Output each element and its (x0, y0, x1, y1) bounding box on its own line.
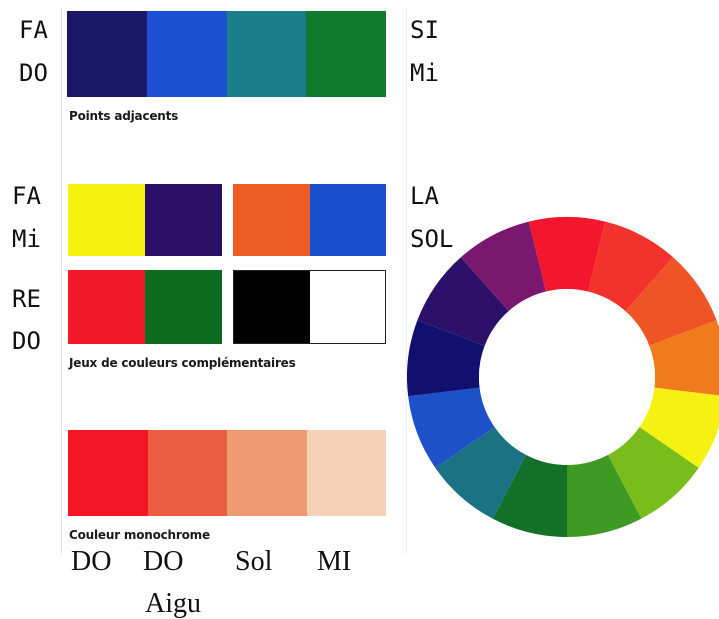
complementary-pair-4-swatch-b (309, 271, 385, 343)
color-wheel-segment-7 (567, 454, 642, 537)
adjacent-caption: Points adjacents (69, 109, 179, 123)
color-wheel-segment-11 (407, 320, 485, 397)
color-wheel-segment-5 (639, 387, 719, 468)
left-note-2a: FA (12, 182, 41, 210)
adjacent-swatch-4 (306, 11, 386, 97)
complementary-pair-4 (233, 270, 386, 344)
color-wheel-center (479, 289, 655, 465)
left-note-1b: DO (19, 59, 48, 87)
complementary-caption: Jeux de couleurs complémentaires (69, 356, 296, 370)
monochrome-swatch-1 (68, 430, 148, 516)
color-wheel-segment-12 (417, 257, 509, 346)
color-wheel-segment-8 (492, 454, 567, 537)
color-wheel-segment-3 (625, 257, 717, 346)
right-note-2a: LA (410, 182, 439, 210)
color-wheel-segment-9 (435, 426, 527, 519)
adjacent-swatch-2 (146, 11, 227, 97)
bottom-note-do: DO (71, 546, 112, 577)
complementary-pair-4-swatch-a (234, 271, 310, 343)
right-note-1a: SI (410, 16, 439, 44)
left-note-3b: DO (12, 327, 41, 355)
color-wheel-segment-10 (408, 387, 495, 468)
color-wheel-segment-1 (528, 217, 606, 292)
monochrome-swatch-2 (147, 430, 227, 516)
color-wheel-segment-13 (460, 221, 546, 312)
right-note-1b: Mi (410, 59, 439, 87)
monochrome-caption: Couleur monochrome (69, 528, 210, 542)
color-schemes-panel: Points adjacents Jeux de couleurs complé… (61, 8, 407, 554)
adjacent-swatch-1 (67, 11, 147, 97)
right-note-2b: SOL (410, 225, 454, 253)
bottom-note-mi: MI (317, 546, 352, 577)
complementary-pair-3 (68, 270, 222, 344)
complementary-pair-1-swatch-a (68, 184, 145, 256)
complementary-pair-1-swatch-b (145, 184, 222, 256)
monochrome-swatch-4 (306, 430, 386, 516)
complementary-pair-3-swatch-a (68, 270, 145, 344)
bottom-note-aigu: Aigu (145, 588, 201, 619)
color-wheel-segment-4 (649, 320, 719, 396)
left-note-3a: RE (12, 285, 41, 313)
bottom-note-sol: Sol (235, 546, 273, 577)
monochrome-swatch-3 (227, 430, 307, 516)
bottom-note-do-aigu: DO (143, 546, 184, 577)
complementary-pair-2-swatch-b (309, 184, 386, 256)
color-wheel (407, 217, 719, 537)
color-wheel-segment-2 (588, 221, 674, 312)
adjacent-swatch-3 (226, 11, 307, 97)
monochrome-strip (68, 430, 386, 516)
complementary-pair-1 (68, 184, 222, 256)
color-wheel-segment-6 (607, 426, 699, 519)
complementary-pair-2 (233, 184, 386, 256)
left-note-1a: FA (19, 16, 48, 44)
adjacent-colors-strip (67, 11, 386, 97)
left-note-2b: Mi (12, 225, 41, 253)
complementary-pair-3-swatch-b (145, 270, 222, 344)
complementary-pair-2-swatch-a (233, 184, 310, 256)
